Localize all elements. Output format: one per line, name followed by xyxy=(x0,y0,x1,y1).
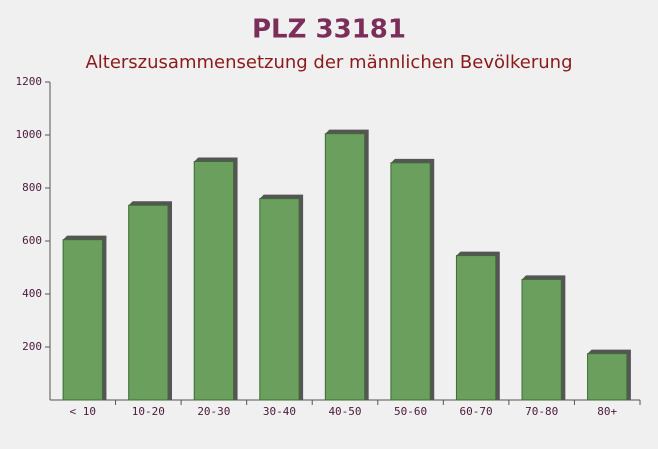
y-tick-label: 400 xyxy=(22,287,42,300)
x-tick-label: 20-30 xyxy=(197,405,230,418)
x-tick-label: 60-70 xyxy=(460,405,493,418)
bar xyxy=(324,133,366,401)
x-tick-label: 70-80 xyxy=(525,405,558,418)
y-tick-label: 1000 xyxy=(16,128,43,141)
bar xyxy=(259,198,300,401)
bar xyxy=(455,255,497,401)
y-tick-label: 800 xyxy=(22,181,42,194)
bar xyxy=(587,353,628,401)
x-tick-label: 80+ xyxy=(597,405,617,418)
y-tick-label: 200 xyxy=(22,340,42,353)
bar xyxy=(521,278,562,401)
y-tick-label: 1200 xyxy=(16,75,43,88)
x-tick-label: 50-60 xyxy=(394,405,427,418)
x-tick-label: 10-20 xyxy=(132,405,165,418)
y-tick-label: 600 xyxy=(22,234,42,247)
bar xyxy=(62,239,103,401)
bar xyxy=(193,161,235,401)
x-tick-label: 40-50 xyxy=(328,405,361,418)
x-tick-label: 30-40 xyxy=(263,405,296,418)
bar xyxy=(390,162,431,401)
chart-subtitle: Alterszusammensetzung der männlichen Bev… xyxy=(85,52,572,73)
x-tick-label: < 10 xyxy=(70,405,97,418)
chart-title: PLZ 33181 xyxy=(252,15,406,45)
bar xyxy=(128,204,169,401)
